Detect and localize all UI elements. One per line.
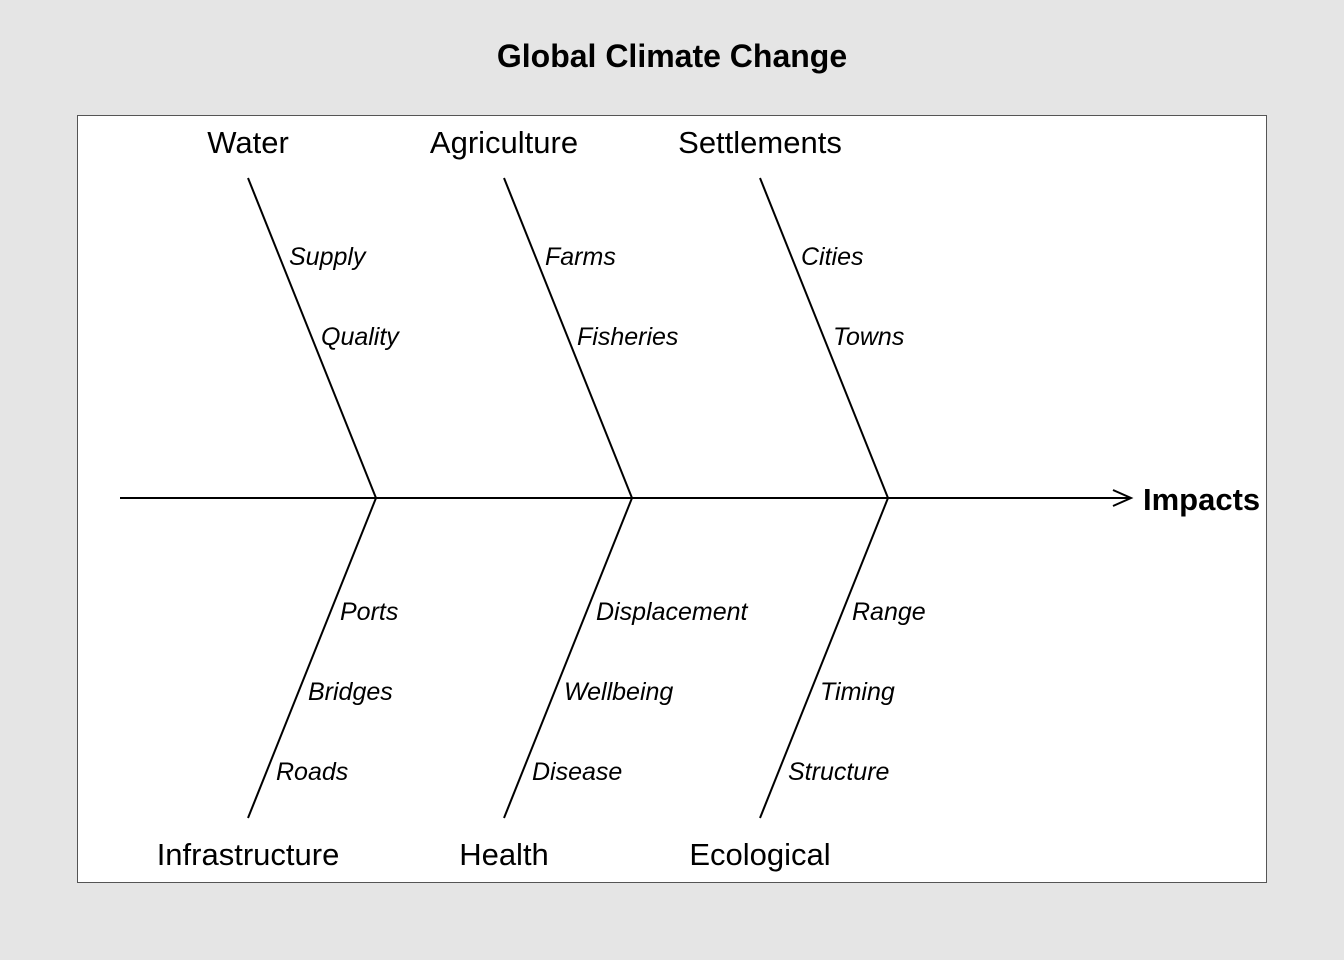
bone-settlements xyxy=(759,177,889,499)
category-label-settlements: Settlements xyxy=(678,125,842,160)
cause-label: Farms xyxy=(545,243,616,271)
category-label-water: Water xyxy=(207,125,289,160)
spine-arrowhead xyxy=(1112,489,1134,507)
cause-label: Disease xyxy=(532,758,622,786)
category-label-agriculture: Agriculture xyxy=(430,125,578,160)
cause-label: Ports xyxy=(340,598,398,626)
cause-label: Wellbeing xyxy=(564,678,673,706)
bone-ecological xyxy=(759,497,889,819)
cause-label: Quality xyxy=(321,323,400,351)
cause-label: Towns xyxy=(833,323,904,351)
cause-label: Fisheries xyxy=(577,323,678,351)
cause-label: Supply xyxy=(289,243,367,271)
bone-health xyxy=(503,497,633,819)
cause-label: Bridges xyxy=(308,678,393,706)
bone-infrastructure xyxy=(247,497,377,819)
effect-label: Impacts xyxy=(1143,482,1260,517)
cause-label: Structure xyxy=(788,758,889,786)
diagram-title: Global Climate Change xyxy=(496,38,848,74)
category-label-ecological: Ecological xyxy=(689,837,830,872)
bone-water xyxy=(247,177,377,499)
category-label-health: Health xyxy=(459,837,549,872)
cause-label: Range xyxy=(852,598,926,626)
bone-agriculture xyxy=(503,177,633,499)
cause-label: Roads xyxy=(276,758,348,786)
cause-label: Timing xyxy=(820,678,895,706)
cause-label: Displacement xyxy=(596,598,749,626)
category-label-infrastructure: Infrastructure xyxy=(157,837,340,872)
cause-label: Cities xyxy=(801,243,864,271)
